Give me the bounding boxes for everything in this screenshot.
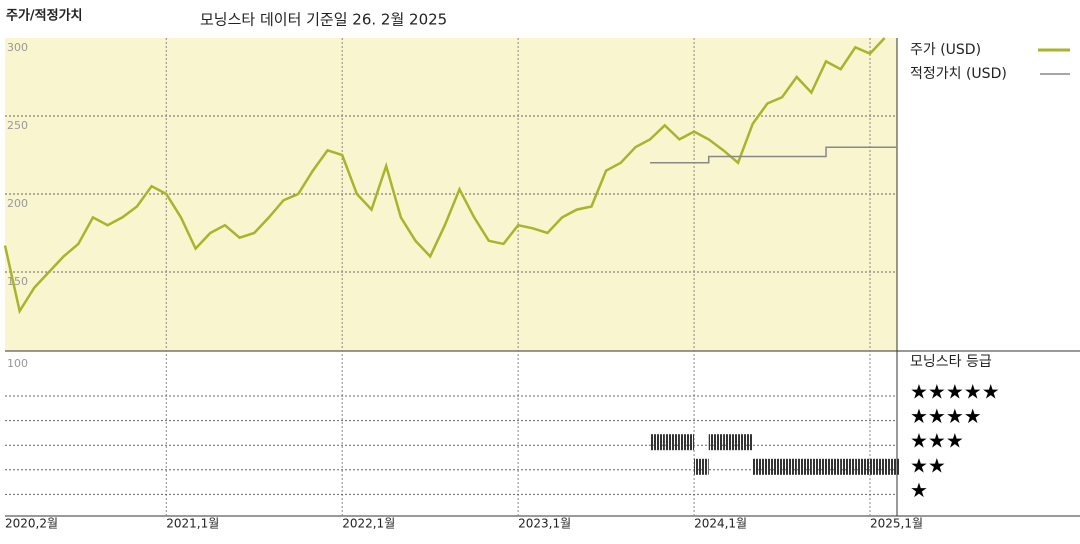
- legend-label: 주가 (USD): [910, 42, 981, 58]
- rating-bar: [826, 458, 841, 475]
- rating-level-label: ★★: [910, 453, 946, 477]
- rating-bar: [870, 458, 885, 475]
- rating-bar: [708, 434, 724, 451]
- rating-bar: [782, 458, 797, 475]
- rating-bar: [664, 434, 680, 451]
- rating-bar: [811, 458, 827, 475]
- x-tick-label: 2025,1월: [870, 517, 923, 531]
- x-tick-label: 2024,1월: [694, 517, 747, 531]
- chart-subtitle: 모닝스타 데이터 기준일 26. 2월 2025: [200, 11, 447, 29]
- rating-bar: [650, 434, 665, 451]
- y-tick-label: 100: [7, 357, 28, 370]
- rating-level-label: ★: [910, 478, 928, 502]
- chart-title: 주가/적정가치: [6, 8, 83, 24]
- rating-bar: [679, 434, 695, 451]
- x-tick-label: 2023,1월: [518, 517, 571, 531]
- y-tick-label: 200: [7, 197, 28, 210]
- rating-bar: [884, 458, 900, 475]
- rating-level-label: ★★★★: [910, 404, 982, 428]
- rating-bar: [752, 458, 768, 475]
- rating-level-label: ★★★★★: [910, 380, 1000, 404]
- rating-bar: [767, 458, 783, 475]
- x-tick-label: 2020,2월: [5, 517, 58, 531]
- rating-bar: [840, 458, 856, 475]
- x-tick-label: 2021,1월: [166, 517, 219, 531]
- series-line: [3, 37, 886, 315]
- rating-title: 모닝스타 등급: [910, 354, 992, 370]
- rating-level-label: ★★★: [910, 429, 964, 453]
- legend-label: 적정가치 (USD): [910, 66, 1007, 82]
- rating-bar: [855, 458, 870, 475]
- y-tick-label: 300: [7, 41, 28, 54]
- rating-bar: [796, 458, 812, 475]
- series-line: [650, 146, 897, 164]
- y-tick-label: 250: [7, 119, 28, 132]
- x-tick-label: 2022,1월: [342, 517, 395, 531]
- rating-bar: [723, 434, 739, 451]
- rating-bar: [694, 458, 709, 475]
- y-tick-label: 150: [7, 275, 28, 288]
- rating-bar: [738, 434, 753, 451]
